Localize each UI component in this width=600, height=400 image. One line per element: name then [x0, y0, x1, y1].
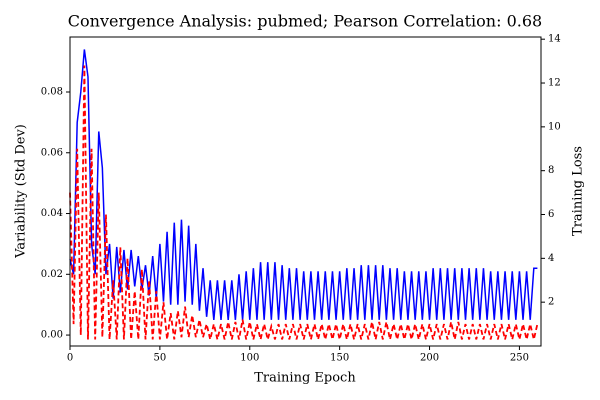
x-tick-label: 50: [154, 353, 167, 364]
data-line: [69, 65, 539, 340]
y2-tick-label: 12: [548, 78, 561, 89]
y2-tick-label: 14: [548, 34, 561, 45]
x-tick-label: 250: [510, 353, 529, 364]
chart-title: Convergence Analysis: pubmed; Pearson Co…: [68, 12, 542, 31]
plot-frame: [69, 36, 542, 347]
y-tick-label: 0.00: [41, 330, 63, 341]
x-tick-label: 200: [420, 353, 439, 364]
data-line: [69, 49, 538, 320]
y-tick-label: 0.04: [41, 208, 63, 219]
x-tick-label: 0: [67, 353, 73, 364]
y-axis-label: Variability (Std Dev): [14, 124, 29, 259]
y-tick-label: 0.06: [41, 147, 63, 158]
y-tick-label: 0.02: [41, 269, 63, 280]
y-tick-label: 0.08: [41, 86, 63, 97]
y2-tick-label: 6: [548, 209, 554, 220]
y2-tick-label: 4: [548, 253, 554, 264]
y2-tick-label: 2: [548, 297, 554, 308]
x-tick-label: 150: [330, 353, 349, 364]
y2-axis-label: Training Loss: [571, 146, 586, 236]
y2-tick-label: 10: [548, 121, 561, 132]
x-tick-label: 100: [240, 353, 259, 364]
x-axis-label: Training Epoch: [254, 371, 356, 386]
y2-tick-label: 8: [548, 165, 554, 176]
